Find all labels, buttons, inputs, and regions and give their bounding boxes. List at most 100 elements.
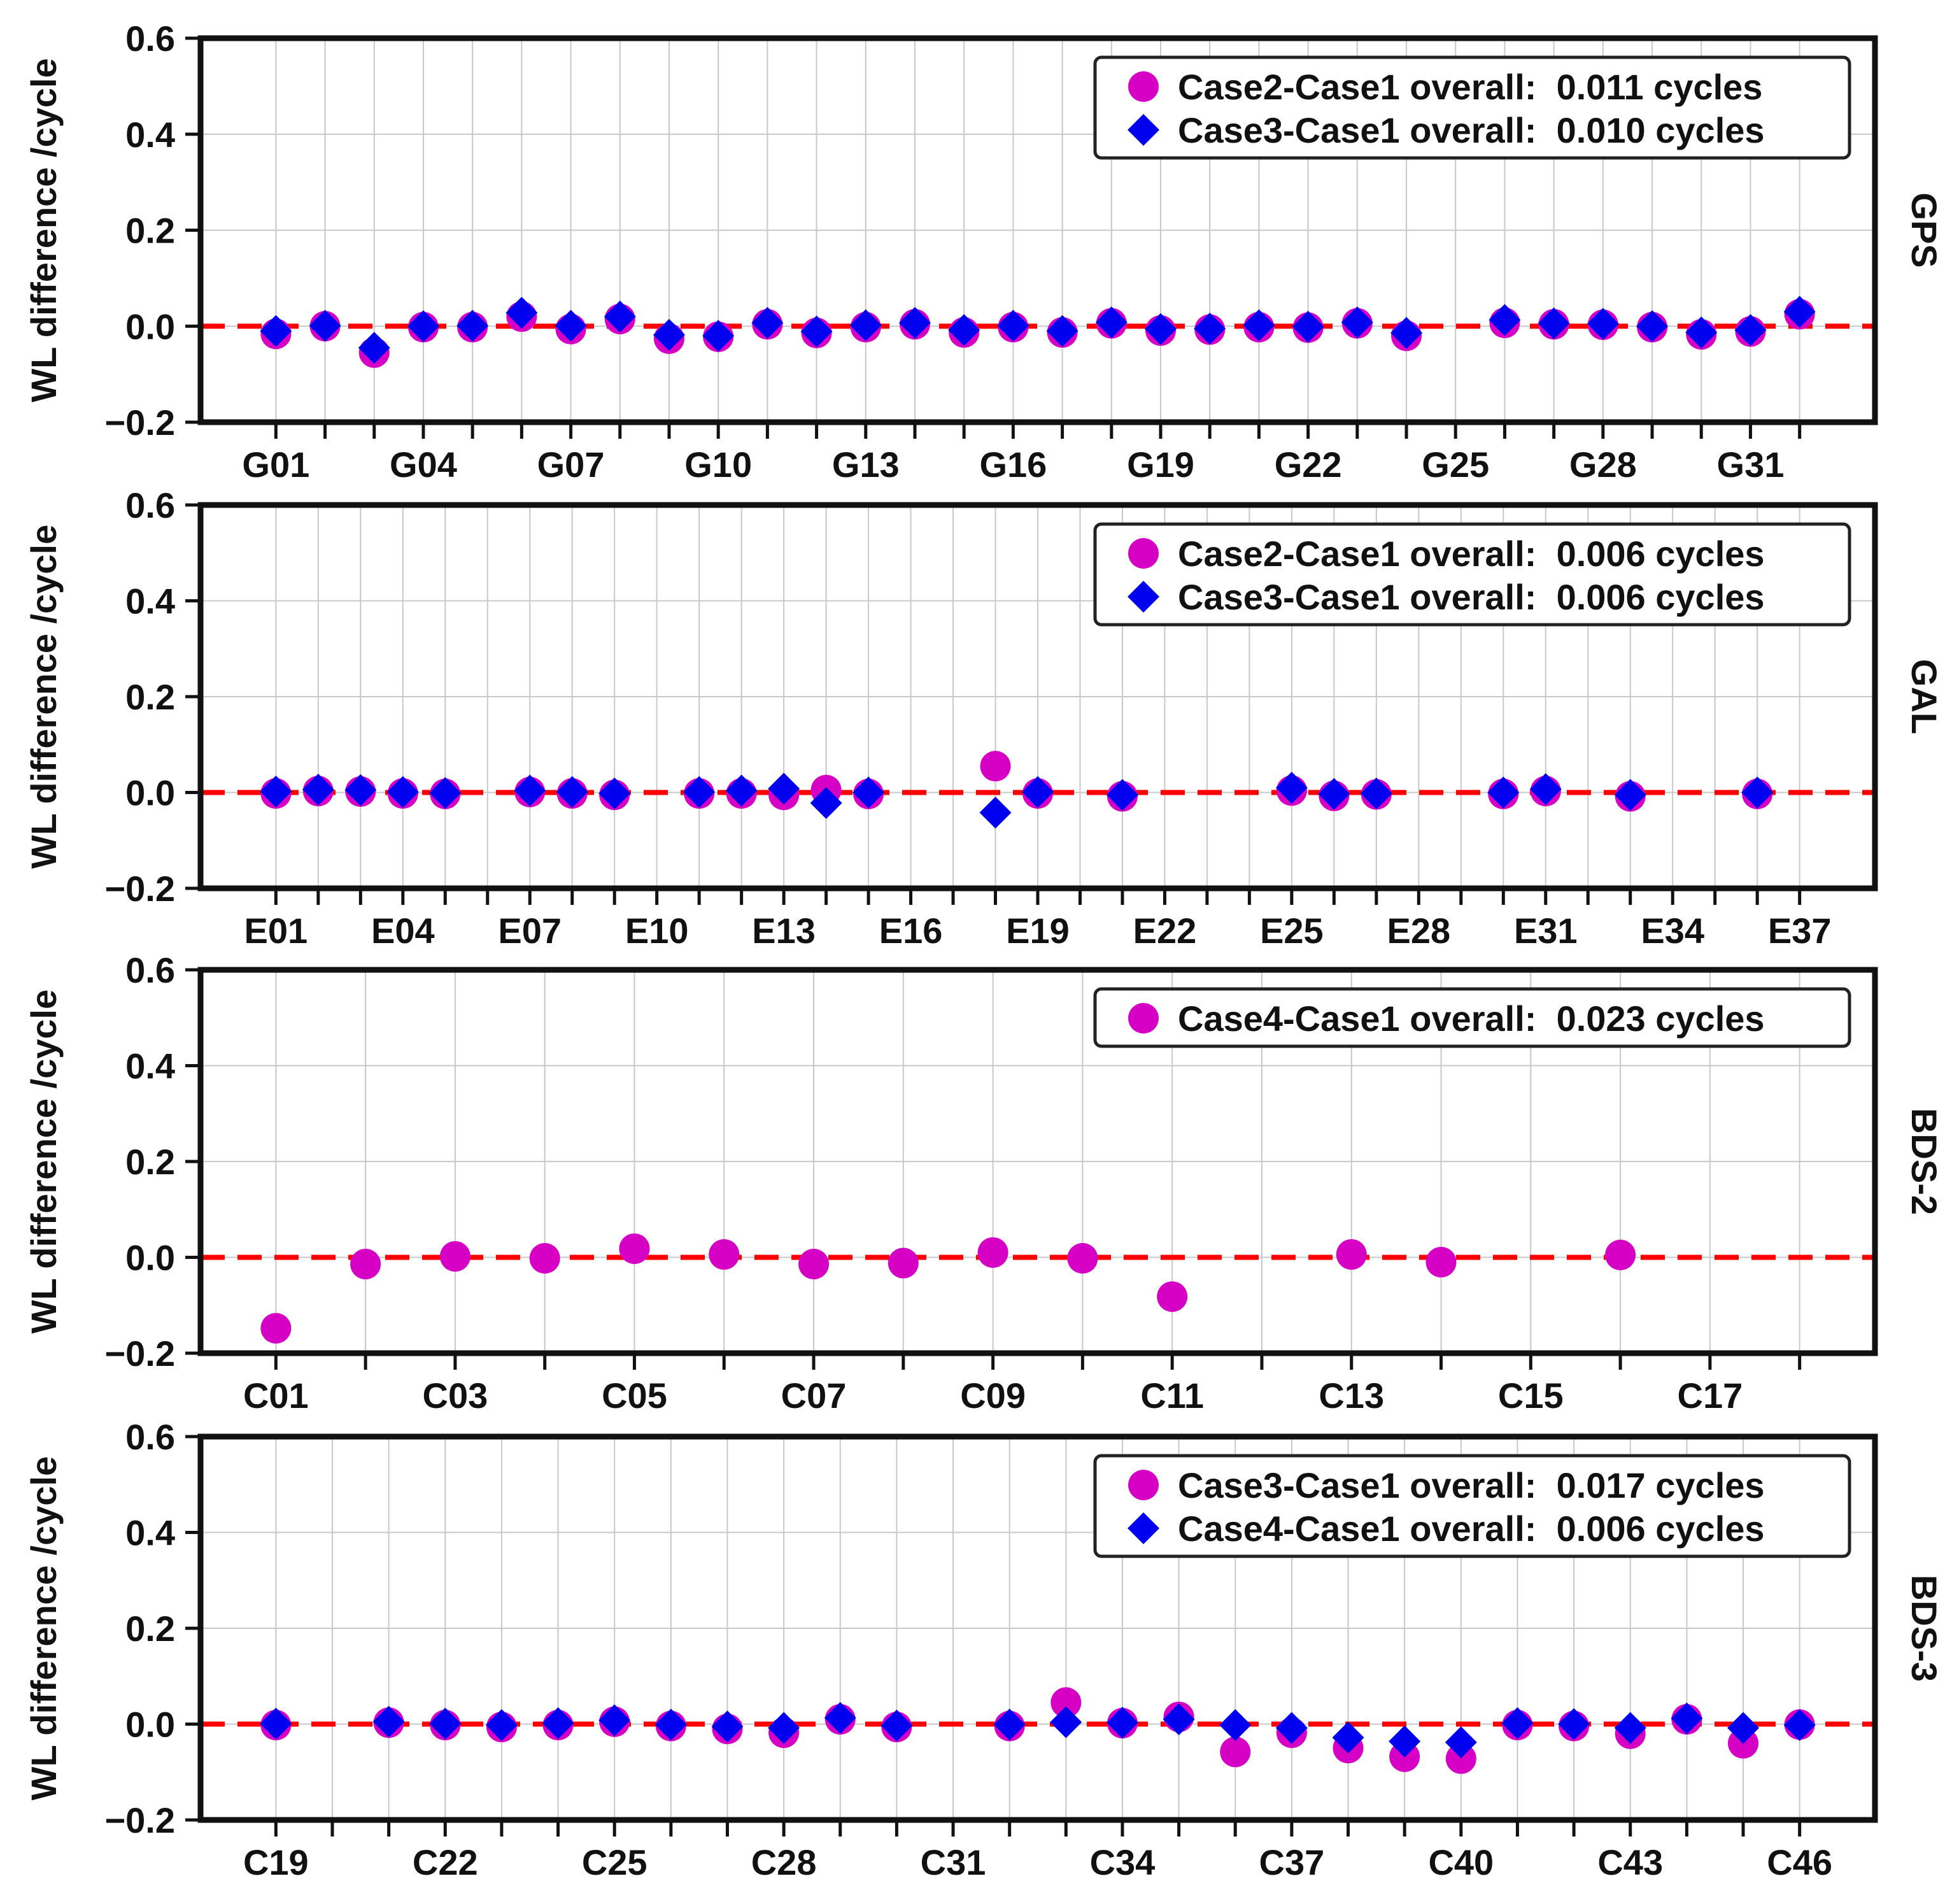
legend-box: [1093, 1454, 1851, 1558]
x-tick-label: G13: [832, 444, 900, 485]
y-tick-label: 0.6: [125, 18, 175, 59]
y-tick-label: 0.2: [125, 1609, 175, 1649]
data-point-case3-case1: [1538, 307, 1570, 339]
data-point-case3-case1: [1587, 308, 1619, 340]
system-label: BDS-3: [1904, 1575, 1944, 1682]
y-tick-label: 0.4: [125, 115, 175, 155]
legend-box: [1093, 55, 1851, 160]
data-point-case3-case1: [810, 787, 842, 820]
data-point-case3-case1: [1243, 309, 1275, 341]
legend-marker-circle: [1128, 71, 1159, 102]
data-point-case3-case1: [598, 778, 631, 810]
x-tick-label: E01: [244, 911, 308, 951]
data-point-case3-case1: [456, 309, 489, 342]
data-point-case4-case1: [1605, 1239, 1636, 1270]
data-point-case4-case1: [1336, 1239, 1367, 1270]
data-point-case4-case1: [1050, 1706, 1082, 1738]
x-tick-label: E04: [371, 911, 435, 951]
data-point-case3-case1: [429, 777, 462, 809]
panel-gal: 0.6 0.4 0.2 0.0 −0.2 E01 E04 E07 E10 E13 E16 E19 E22…: [24, 485, 1944, 951]
legend-marker-diamond: [1128, 1512, 1159, 1544]
data-point-case4-case1: [1614, 1712, 1646, 1744]
legend-box: [1093, 987, 1851, 1048]
x-tick-label: C05: [602, 1375, 667, 1416]
data-point-case4-case1: [439, 1240, 470, 1272]
y-axis-label: WL difference /cycle: [24, 990, 64, 1334]
legend-label: Case3-Case1 overall: 0.010 cycles: [1178, 110, 1765, 150]
data-point-case4-case1: [619, 1233, 650, 1264]
data-point-case3-case1: [1220, 1737, 1251, 1768]
data-point-case4-case1: [798, 1249, 830, 1280]
data-point-case4-case1: [350, 1249, 381, 1280]
x-tick-label: G25: [1422, 444, 1489, 485]
x-tick-label: C11: [1140, 1375, 1204, 1416]
y-tick-label: 0.2: [125, 1142, 175, 1182]
data-point-case3-case1: [1050, 1687, 1082, 1718]
x-tick-label: E34: [1641, 911, 1704, 951]
data-point-case3-case1: [1106, 779, 1138, 811]
data-point-case4-case1: [1332, 1721, 1364, 1754]
data-point-case3-case1: [302, 773, 334, 806]
data-point-case3-case1: [309, 309, 341, 342]
data-point-case3-case1: [683, 776, 716, 808]
data-point-case3-case1: [386, 776, 419, 808]
data-point-case4-case1: [429, 1707, 462, 1740]
data-point-case3-case1: [1390, 316, 1423, 349]
y-tick-label: 0.2: [125, 677, 175, 717]
data-point-case2-case1: [980, 751, 1011, 782]
x-tick-label: E19: [1006, 911, 1070, 951]
legend-label: Case3-Case1 overall: 0.006 cycles: [1178, 577, 1765, 617]
x-tick-label: E31: [1514, 911, 1578, 951]
data-point-case3-case1: [506, 297, 538, 329]
x-tick-label: C09: [960, 1375, 1026, 1416]
y-tick-label: −0.2: [104, 1800, 175, 1840]
data-point-case3-case1: [1145, 313, 1177, 345]
x-tick-label: E16: [879, 911, 943, 951]
data-point-case4-case1: [1163, 1703, 1195, 1735]
data-point-case3-case1: [1318, 778, 1350, 810]
data-point-case3-case1: [898, 306, 931, 339]
data-point-case3-case1: [260, 315, 292, 347]
data-point-case4-case1: [1219, 1709, 1252, 1742]
data-point-case3-case1: [1741, 776, 1774, 809]
data-point-case4-case1: [977, 1237, 1008, 1268]
y-tick-label: 0.6: [125, 1417, 175, 1457]
data-point-case3-case1: [1783, 295, 1816, 328]
x-tick-label: E13: [752, 911, 816, 951]
x-tick-label: C28: [751, 1842, 817, 1882]
data-point-case4-case1: [529, 1243, 560, 1274]
x-tick-label: C07: [781, 1375, 847, 1416]
panel-gps: 0.6 0.4 0.2 0.0 −0.2 G01 G04 G07 G10 G13 G16 G19 G22…: [24, 18, 1944, 485]
data-point-case3-case1: [1685, 316, 1718, 349]
data-point-case3-case1: [1292, 311, 1324, 343]
data-point-case3-case1: [1734, 314, 1767, 346]
x-tick-label: G01: [242, 444, 309, 485]
data-point-case4-case1: [993, 1709, 1026, 1741]
data-point-case3-case1: [979, 797, 1012, 829]
panel-bds-2: 0.6 0.4 0.2 0.0 −0.2 C01 C03 C05 C07 C09 C11 C13 C15…: [24, 950, 1944, 1416]
x-tick-label: E25: [1260, 911, 1324, 951]
x-tick-label: G16: [979, 444, 1047, 485]
legend-marker-circle: [1128, 1470, 1159, 1500]
data-point-case3-case1: [1275, 771, 1308, 804]
data-point-case4-case1: [260, 1312, 292, 1344]
legend-marker-circle: [1128, 1003, 1159, 1034]
y-tick-label: 0.0: [125, 1705, 175, 1745]
data-point-case3-case1: [555, 309, 587, 342]
data-point-case3-case1: [852, 776, 885, 809]
data-point-case4-case1: [880, 1709, 913, 1742]
data-point-case4-case1: [485, 1709, 518, 1742]
data-point-case4-case1: [709, 1239, 740, 1270]
data-point-case3-case1: [407, 310, 439, 343]
y-tick-label: 0.4: [125, 1046, 175, 1086]
data-point-case3-case1: [1341, 306, 1373, 339]
legend-box: [1093, 522, 1851, 627]
data-point-case3-case1: [653, 318, 685, 351]
data-point-case3-case1: [997, 309, 1029, 342]
data-point-case4-case1: [1106, 1707, 1138, 1739]
legend-marker-diamond: [1128, 114, 1159, 146]
data-point-case4-case1: [1501, 1707, 1534, 1739]
data-point-case3-case1: [604, 301, 636, 333]
data-point-case4-case1: [598, 1704, 631, 1737]
